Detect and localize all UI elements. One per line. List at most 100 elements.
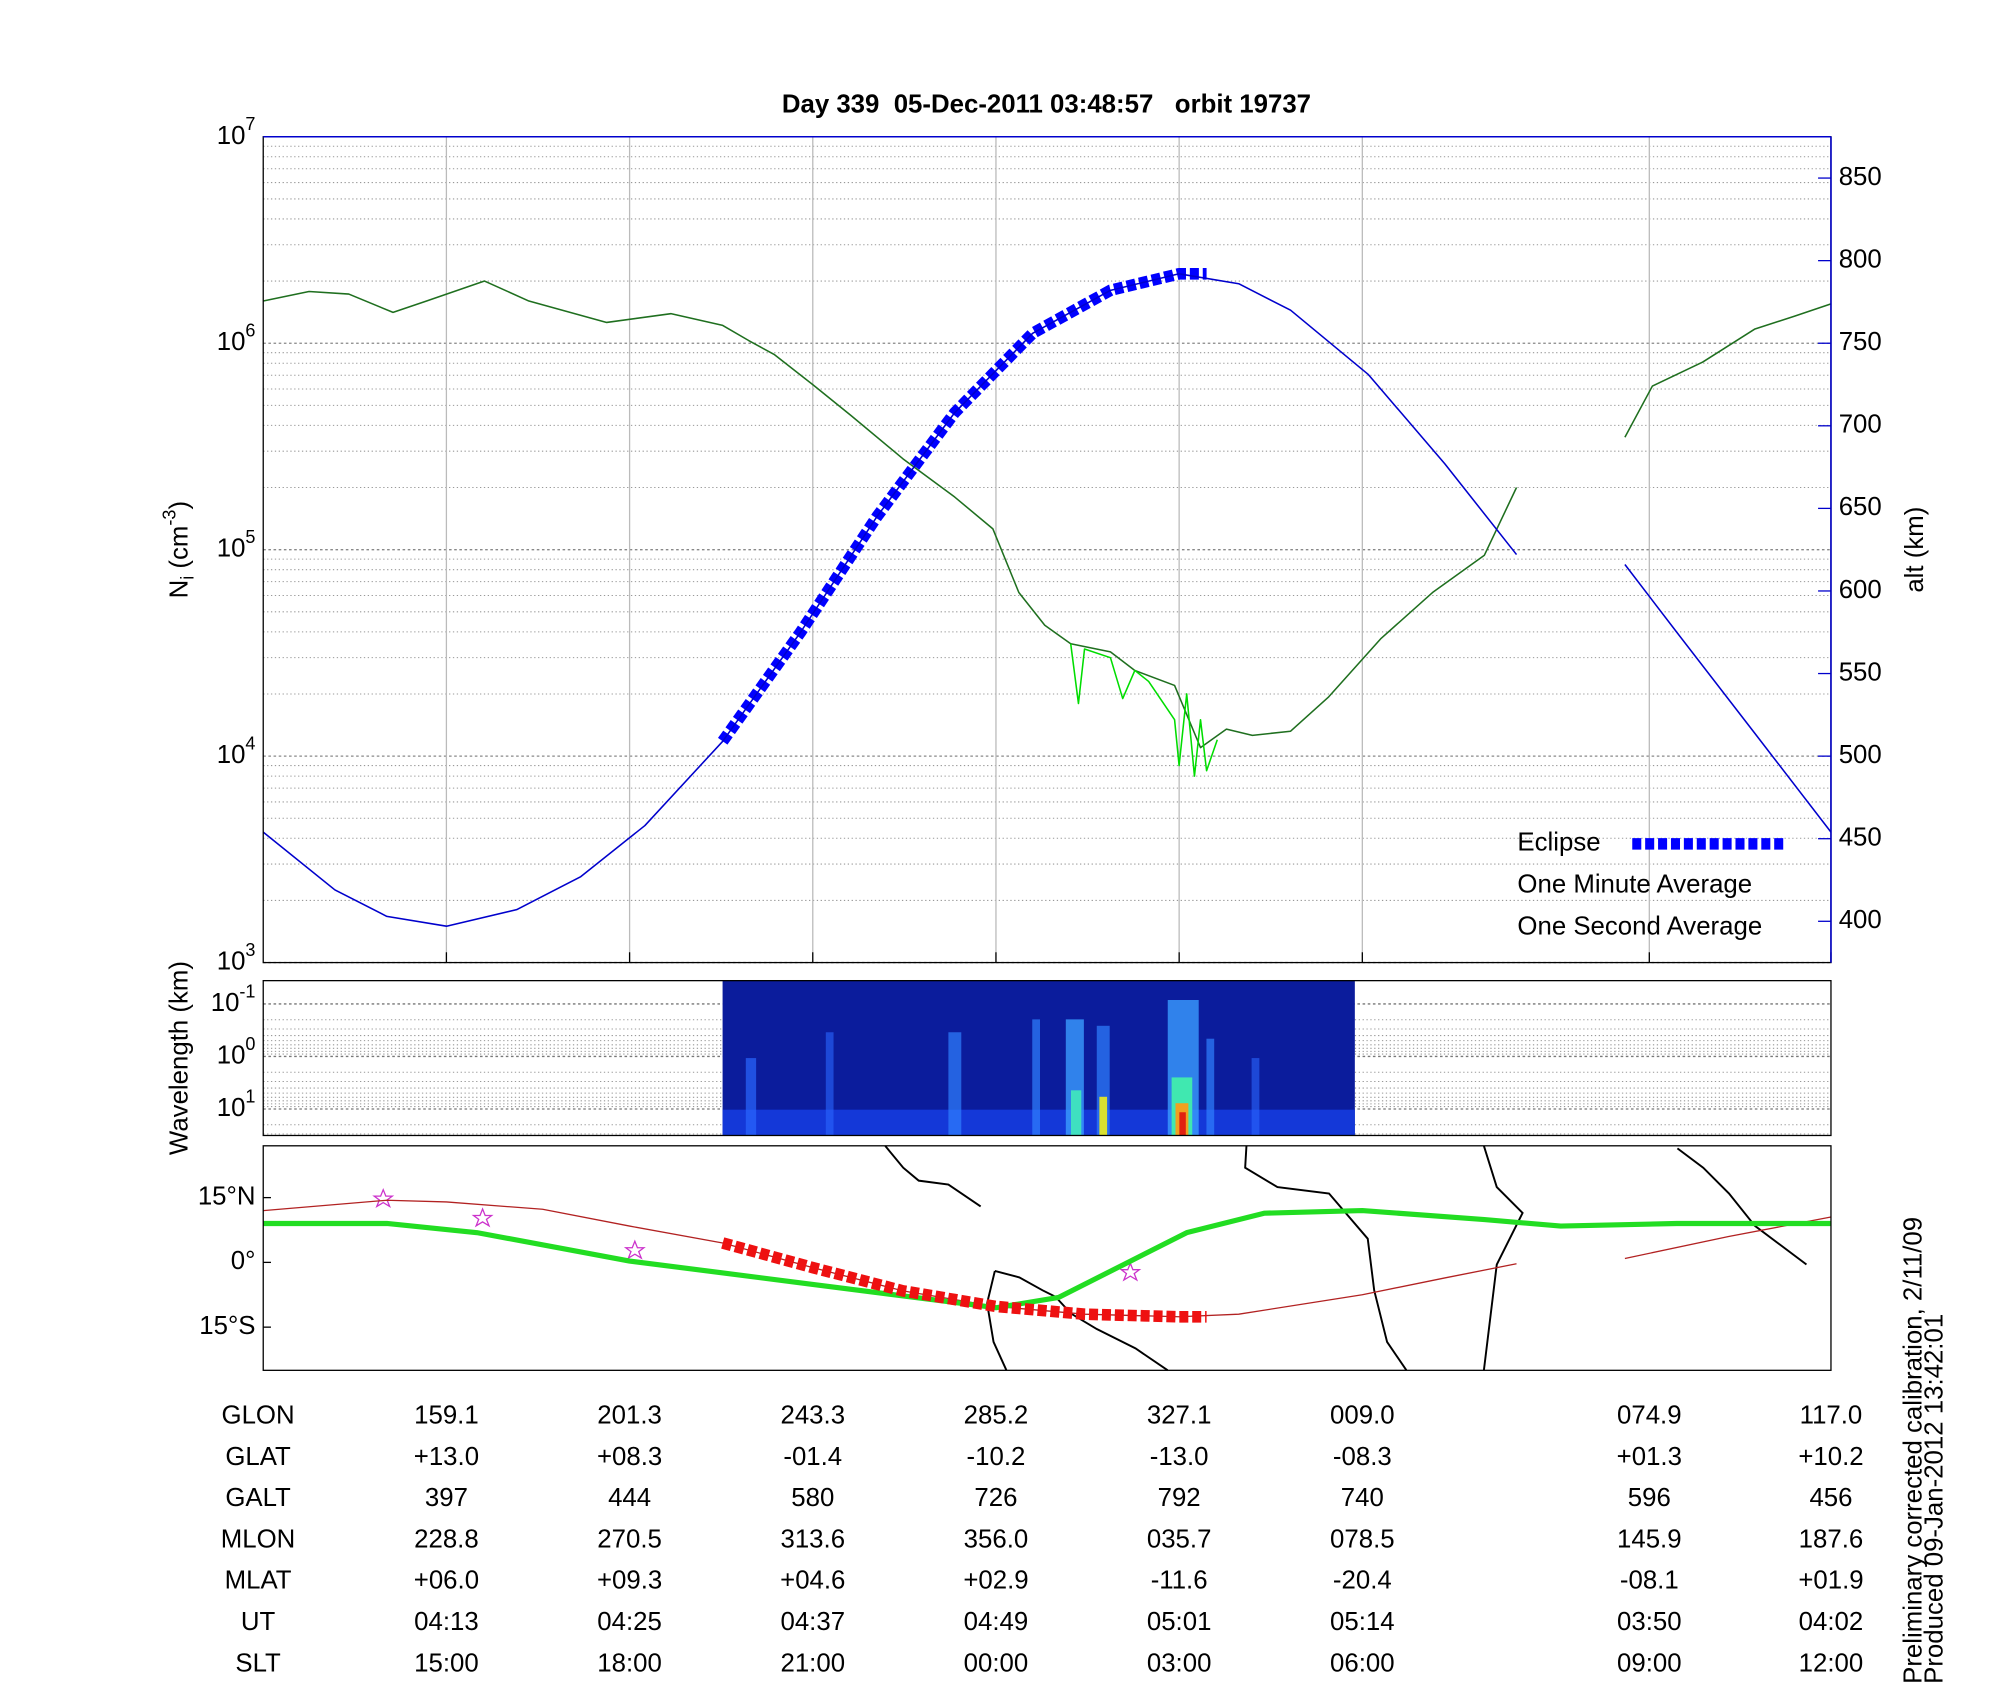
- table-cell: 201.3: [597, 1402, 662, 1430]
- row-label: UT: [241, 1608, 276, 1636]
- table-cell: 12:00: [1799, 1649, 1864, 1677]
- table-cell: 444: [608, 1484, 651, 1512]
- y2-tick-label: 700: [1839, 411, 1882, 439]
- table-cell: 243.3: [780, 1402, 845, 1430]
- y2-tick-label: 400: [1839, 906, 1882, 934]
- label-sub: i: [177, 576, 197, 580]
- table-cell: 456: [1809, 1484, 1852, 1512]
- table-cell: +09.3: [597, 1567, 662, 1595]
- y2-tick-label: 500: [1839, 741, 1882, 769]
- table-cell: 15:00: [414, 1649, 479, 1677]
- tick-exponent: 4: [245, 733, 255, 753]
- label-exponent: -3: [159, 510, 179, 526]
- table-cell: +08.3: [597, 1443, 662, 1471]
- table-cell: 04:13: [414, 1608, 479, 1636]
- table-cell: -10.2: [967, 1443, 1026, 1471]
- row-label: MLAT: [225, 1567, 292, 1595]
- table-cell: 06:00: [1330, 1649, 1395, 1677]
- table-cell: +01.3: [1617, 1443, 1682, 1471]
- tick-exponent: 0: [245, 1034, 255, 1054]
- y-tick-label: 15°S: [199, 1312, 255, 1340]
- table-cell: +06.0: [414, 1567, 479, 1595]
- tick-base: 10: [211, 989, 240, 1017]
- series-line: [263, 1208, 1831, 1311]
- table-cell: -08.1: [1620, 1567, 1679, 1595]
- chart-title: Day 339 05-Dec-2011 03:48:57 orbit 19737: [782, 91, 1311, 119]
- y-tick-label: 104: [217, 733, 256, 769]
- y-axis-label: Ni (cm-3): [159, 501, 197, 598]
- series-line: [262, 273, 1832, 927]
- table-cell: -11.6: [1151, 1567, 1208, 1595]
- table-cell: 04:25: [597, 1608, 662, 1636]
- table-cell: 04:02: [1799, 1608, 1864, 1636]
- label-base: N: [165, 580, 193, 599]
- table-cell: 009.0: [1330, 1402, 1395, 1430]
- table-cell: 270.5: [597, 1525, 662, 1553]
- table-cell: 074.9: [1617, 1402, 1682, 1430]
- table-cell: -13.0: [1150, 1443, 1209, 1471]
- y2-tick-label: 550: [1839, 658, 1882, 686]
- tick-exponent: 3: [245, 940, 255, 960]
- y2-tick-label: 850: [1839, 163, 1882, 191]
- table-cell: 228.8: [414, 1525, 479, 1553]
- table-cell: 187.6: [1799, 1525, 1864, 1553]
- spectrogram-image: [722, 980, 1355, 1136]
- tick-exponent: 6: [245, 320, 255, 340]
- y-tick-label: 105: [217, 527, 256, 563]
- y2-tick-label: 650: [1839, 493, 1882, 521]
- plot-frame: [262, 1145, 1832, 1371]
- row-label: GLON: [222, 1402, 295, 1430]
- tick-exponent: 1: [245, 1086, 255, 1106]
- tick-exponent: 5: [245, 527, 255, 547]
- table-cell: -01.4: [783, 1443, 842, 1471]
- tick-base: 10: [217, 1094, 246, 1122]
- table-cell: 580: [791, 1484, 834, 1512]
- y-tick-label: 106: [217, 320, 256, 356]
- tick-exponent: -1: [239, 981, 255, 1001]
- table-cell: 18:00: [597, 1649, 662, 1677]
- y2-tick-label: 600: [1839, 576, 1882, 604]
- tick-base: 10: [217, 1041, 246, 1069]
- y-tick-label: 103: [217, 940, 256, 976]
- table-cell: 397: [425, 1484, 468, 1512]
- series-line: [1069, 643, 1219, 777]
- table-cell: +01.9: [1798, 1567, 1863, 1595]
- y-tick-label: 101: [217, 1086, 256, 1122]
- footer-note: Produced 09-Jan-2012 13:42:01: [1920, 1314, 1948, 1684]
- table-cell: +04.6: [780, 1567, 845, 1595]
- y2-tick-label: 750: [1839, 328, 1882, 356]
- table-cell: 792: [1158, 1484, 1201, 1512]
- tick-base: 10: [217, 122, 246, 150]
- table-cell: 03:00: [1147, 1649, 1212, 1677]
- legend-label: Eclipse: [1517, 829, 1600, 857]
- table-cell: 00:00: [964, 1649, 1029, 1677]
- table-cell: 159.1: [414, 1402, 479, 1430]
- y2-tick-label: 800: [1839, 245, 1882, 273]
- map-stars: [372, 1187, 1142, 1282]
- table-cell: -20.4: [1333, 1567, 1392, 1595]
- row-label: SLT: [235, 1649, 281, 1677]
- plot-frame: [262, 980, 1832, 1137]
- table-cell: 03:50: [1617, 1608, 1682, 1636]
- table-cell: 740: [1341, 1484, 1384, 1512]
- label-close: ): [165, 501, 193, 510]
- table-cell: 21:00: [780, 1649, 845, 1677]
- tick-base: 10: [217, 534, 246, 562]
- y-tick-label: 15°N: [198, 1182, 256, 1210]
- coastlines: [884, 1145, 1808, 1372]
- tick-base: 10: [217, 741, 246, 769]
- table-cell: +10.2: [1798, 1443, 1863, 1471]
- series-line: [721, 1237, 1207, 1323]
- tick-base: 10: [217, 947, 246, 975]
- table-cell: 313.6: [780, 1525, 845, 1553]
- tick-exponent: 7: [245, 114, 255, 134]
- table-cell: 04:37: [780, 1608, 845, 1636]
- table-cell: +02.9: [963, 1567, 1028, 1595]
- y-axis-label: Wavelength (km): [165, 961, 193, 1155]
- y-tick-label: 107: [217, 114, 256, 150]
- y-tick-label: 10-1: [211, 981, 256, 1017]
- table-cell: 035.7: [1147, 1525, 1212, 1553]
- table-cell: -08.3: [1333, 1443, 1392, 1471]
- table-cell: 078.5: [1330, 1525, 1395, 1553]
